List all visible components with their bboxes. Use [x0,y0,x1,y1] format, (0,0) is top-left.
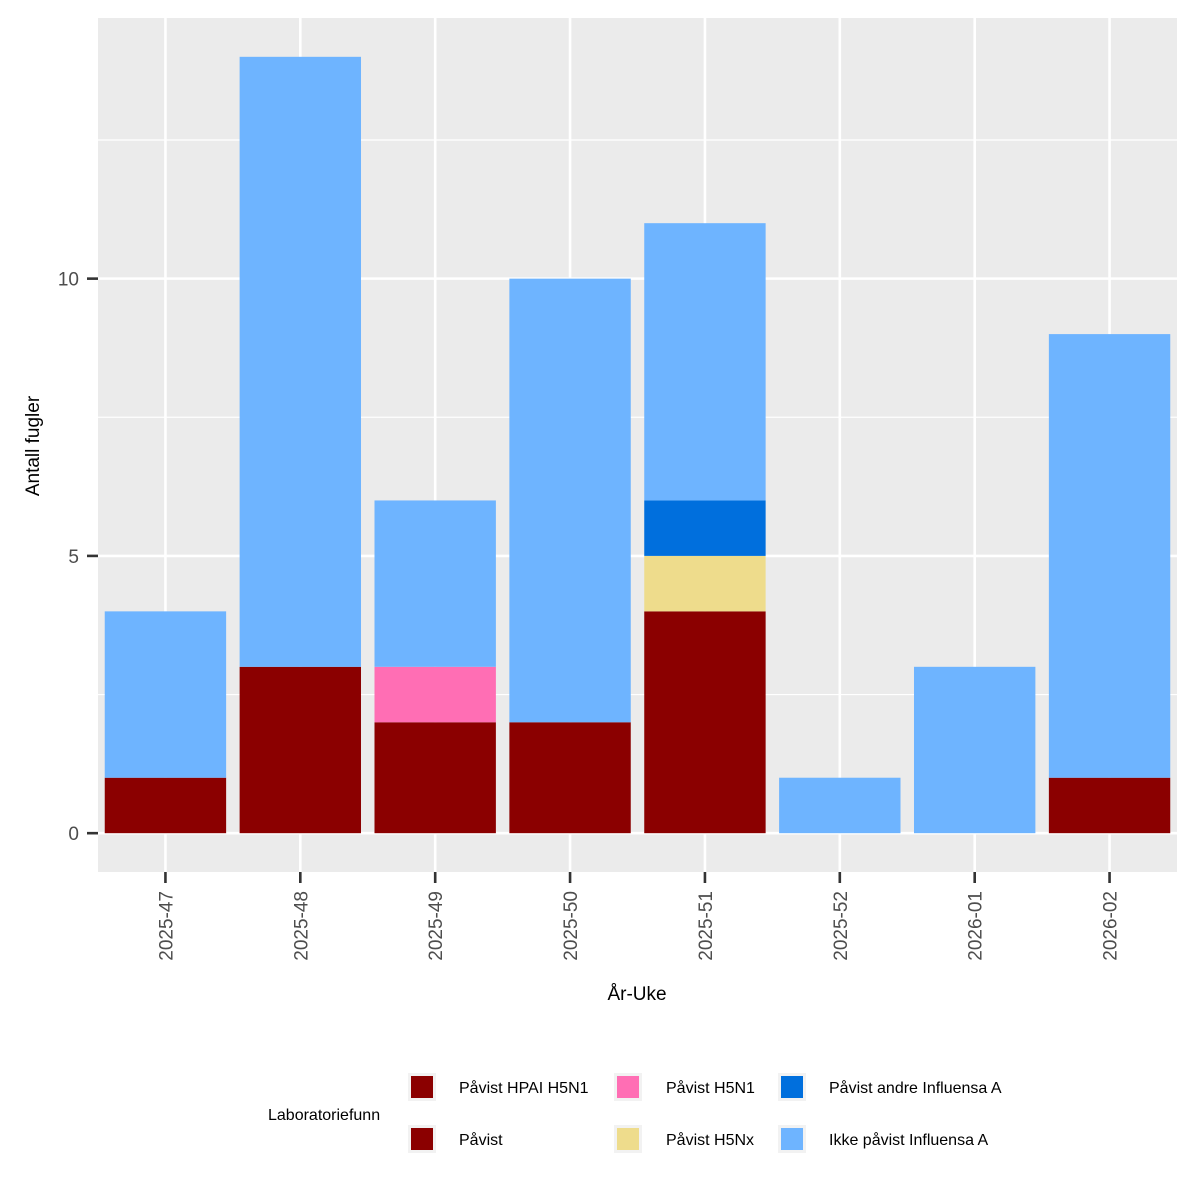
legend-item: Påvist HPAI H5N1 [408,1073,589,1101]
bar-2026-01-ikke-p-vist-influensa-a [913,666,1036,834]
legend-item: Påvist andre Influensa A [778,1073,1002,1101]
legend-label: Påvist H5Nx [666,1131,754,1149]
legend-label: Påvist andre Influensa A [829,1079,1002,1097]
bar-2025-51-p-vist-andre-influensa-a [644,500,766,556]
bar-2026-02-p-vist [1048,777,1171,834]
legend: Laboratoriefunn Påvist HPAI H5N1 Påvist På… [268,1073,1002,1153]
bar-2025-49-p-vist-h5n1 [374,666,496,723]
x-tick-label: 2025-49 [426,891,447,961]
legend-swatch [781,1128,803,1150]
bar-2025-50-p-vist [509,722,631,834]
bar-2025-51-p-vist [644,611,766,834]
y-tick-label: 0 [68,824,79,845]
x-tick-label: 2025-51 [696,891,717,961]
legend-item: Påvist H5Nx [614,1125,754,1153]
legend-item: Påvist H5N1 [614,1073,755,1101]
bar-2025-47-p-vist [104,777,227,834]
legend-swatch [781,1076,803,1098]
x-tick-label: 2025-47 [156,891,177,961]
legend-title: Laboratoriefunn [268,1107,380,1124]
x-tick-label: 2026-02 [1101,891,1122,961]
x-tick-label: 2026-01 [966,891,987,961]
x-axis-label: År-Uke [607,984,666,1005]
legend-label: Påvist [459,1131,503,1149]
legend-label: Påvist H5N1 [666,1079,755,1097]
bars [104,56,1171,834]
bar-2025-49-p-vist [374,722,496,834]
bar-2025-52-ikke-p-vist-influensa-a [779,777,901,834]
y-axis: 0 5 10 [58,270,98,845]
legend-swatch [617,1076,639,1098]
x-axis: 2025-47 2025-48 2025-49 2025-50 2025-51 2025-… [156,872,1122,961]
bar-2026-02-ikke-p-vist-influensa-a [1048,334,1171,778]
bar-2025-50-ikke-p-vist-influensa-a [509,278,631,723]
bar-2025-48-ikke-p-vist-influensa-a [239,56,362,667]
bar-2025-47-ikke-p-vist-influensa-a [104,611,227,778]
x-tick-label: 2025-50 [561,891,582,961]
legend-item: Påvist [408,1125,503,1153]
bar-2025-51-ikke-p-vist-influensa-a [644,223,766,501]
legend-swatch [411,1076,433,1098]
y-tick-label: 10 [58,270,79,291]
y-axis-label: Antall fugler [23,395,44,496]
legend-swatch [411,1128,433,1150]
legend-swatch [617,1128,639,1150]
legend-label: Påvist HPAI H5N1 [459,1079,589,1097]
x-tick-label: 2025-52 [831,891,852,961]
legend-label: Ikke påvist Influensa A [829,1131,989,1149]
bar-2025-48-p-vist [239,666,362,834]
y-tick-label: 5 [68,547,79,568]
legend-item: Ikke påvist Influensa A [778,1125,989,1153]
x-tick-label: 2025-48 [291,891,312,961]
bar-2025-51-p-vist-h5nx [644,555,766,612]
bar-2025-49-ikke-p-vist-influensa-a [374,500,496,667]
